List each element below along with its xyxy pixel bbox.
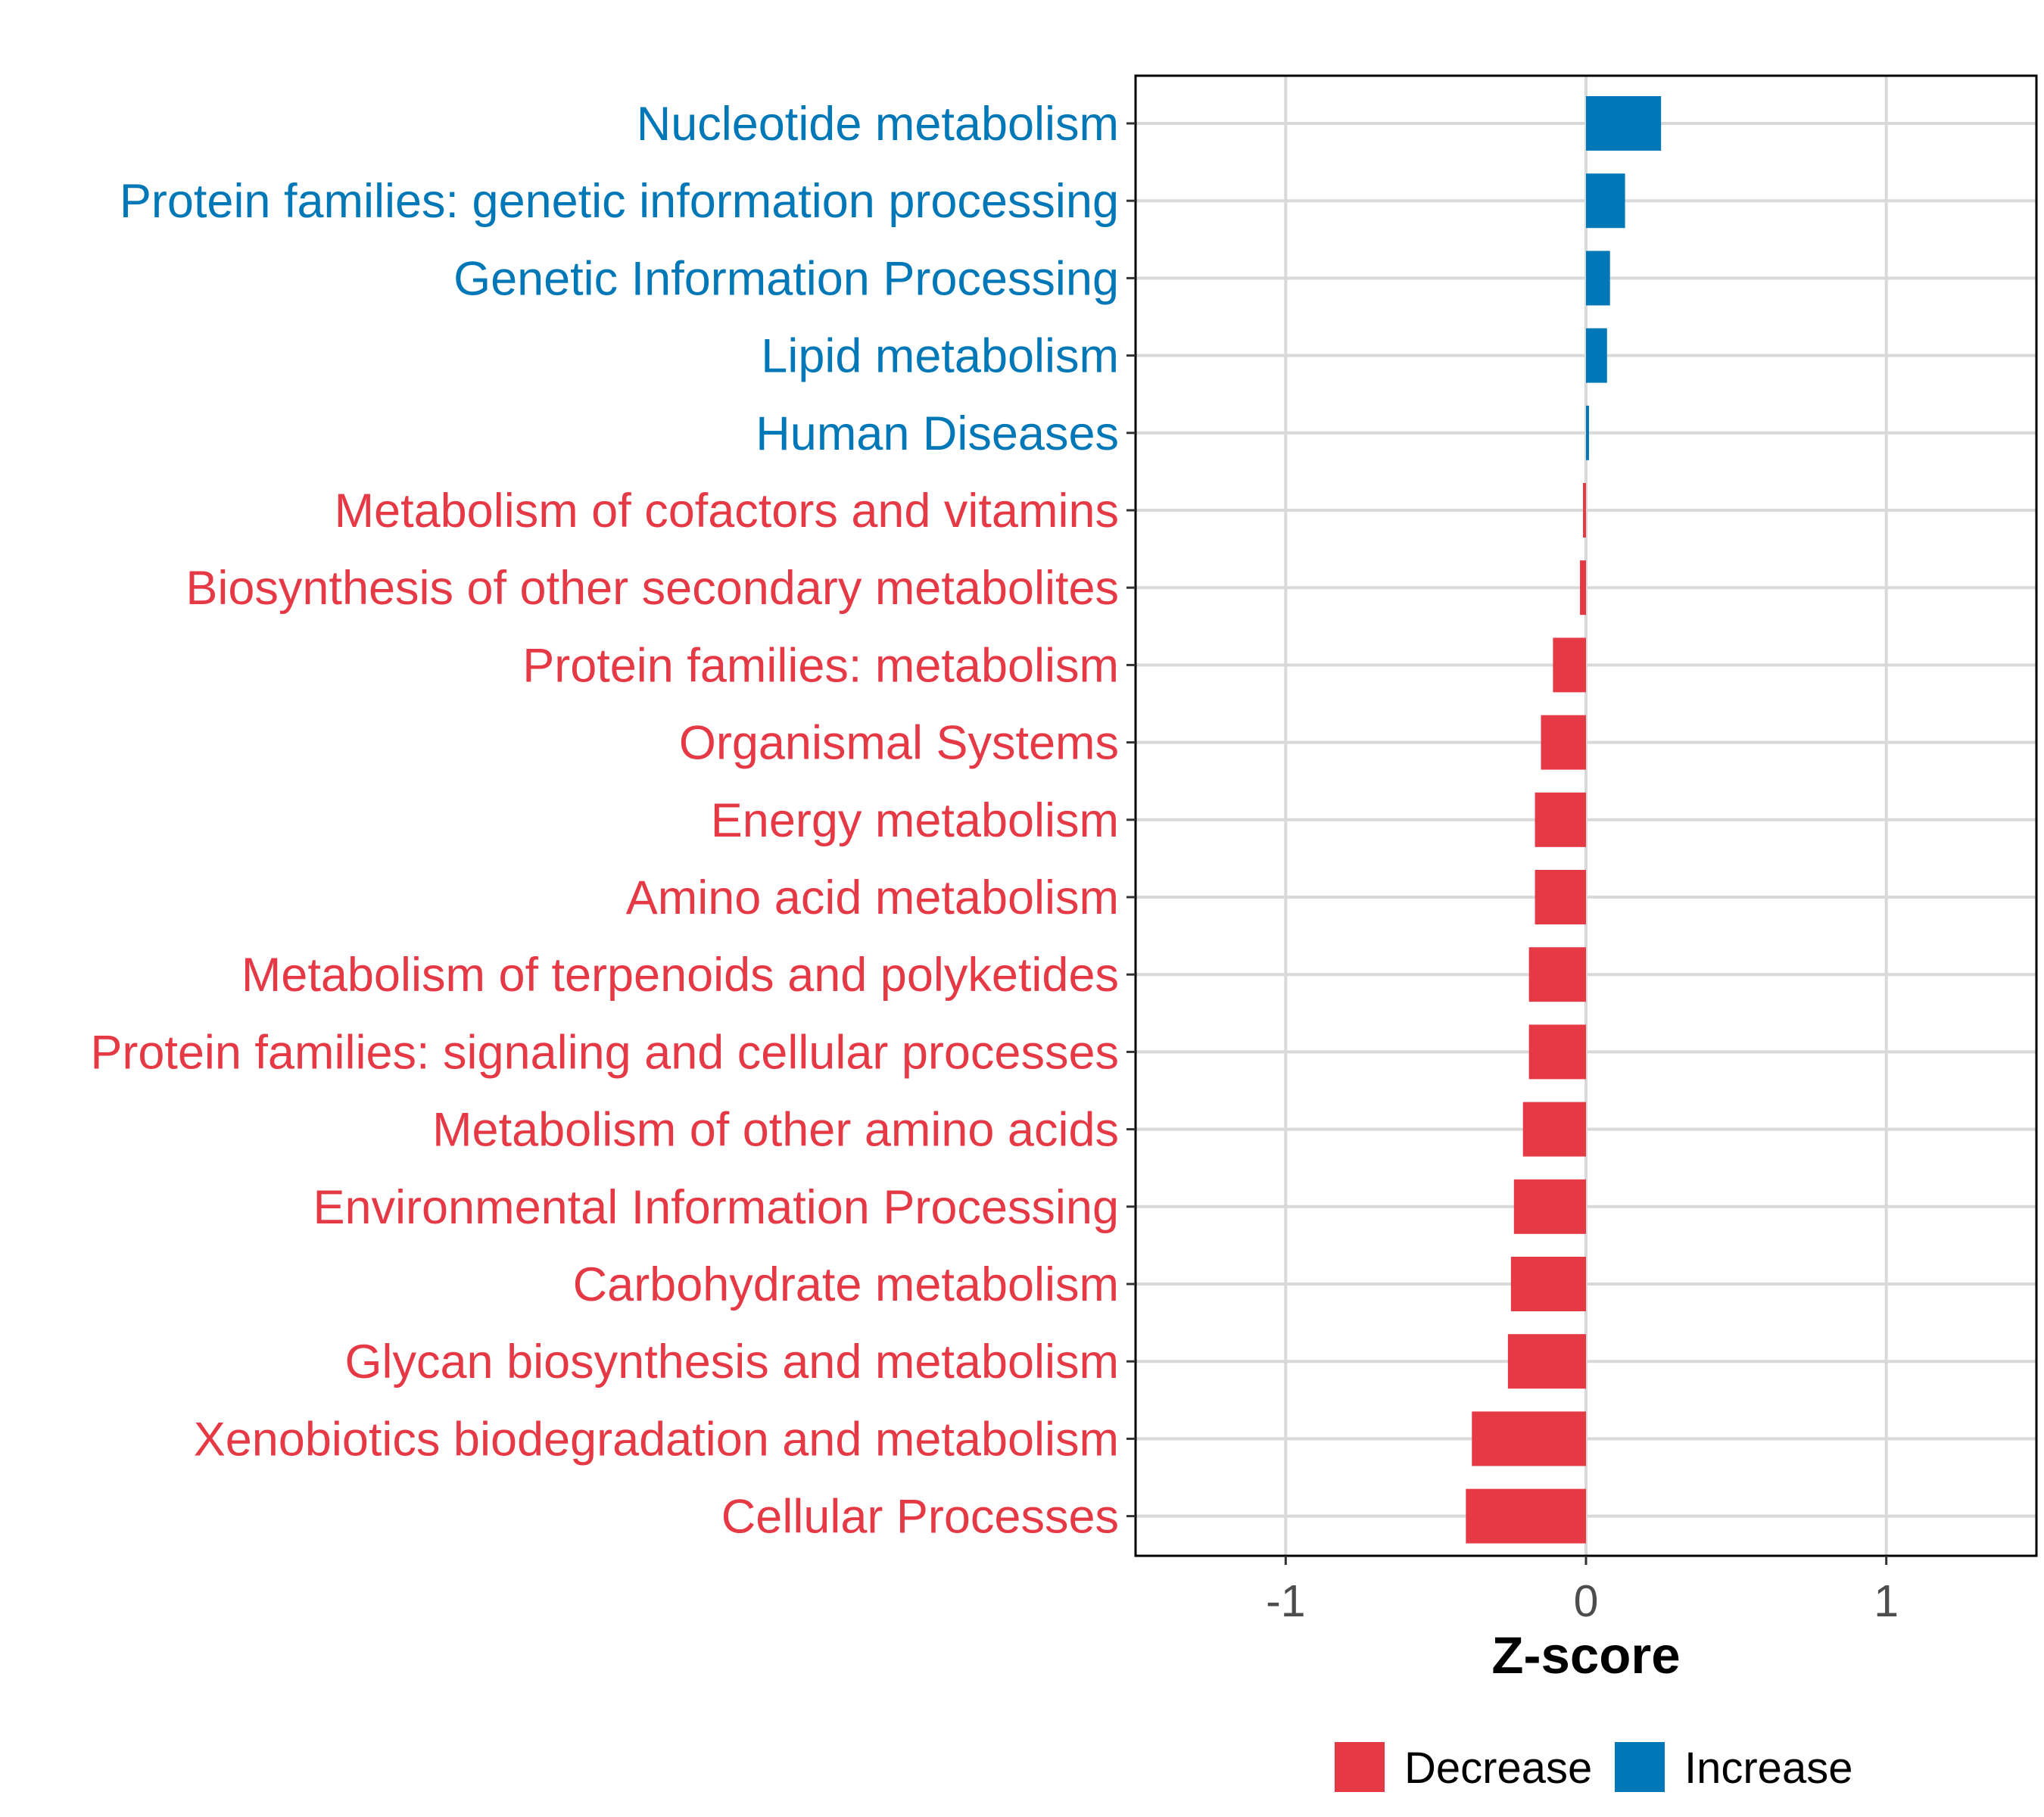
category-label: Metabolism of cofactors and vitamins [335,485,1119,538]
bar [1553,637,1586,693]
x-tick-label: 0 [1574,1576,1599,1626]
category-label: Genetic Information Processing [453,252,1119,305]
category-label: Protein families: signaling and cellular… [90,1026,1119,1079]
category-label: Protein families: metabolism [522,639,1119,692]
legend: Decrease Increase [1335,1742,1852,1793]
category-label: Biosynthesis of other secondary metaboli… [185,562,1119,615]
bar [1586,173,1625,229]
bar [1472,1411,1586,1466]
bar [1580,560,1586,616]
category-labels: Nucleotide metabolism Protein families: g… [90,98,1136,1544]
bar [1541,715,1586,770]
category-label: Lipid metabolism [761,330,1119,383]
category-label: Amino acid metabolism [626,871,1119,924]
bar [1586,251,1610,306]
legend-label-increase: Increase [1684,1744,1852,1793]
category-label: Metabolism of terpenoids and polyketides [241,949,1119,1002]
category-label: Protein families: genetic information pr… [120,175,1119,228]
bar [1522,1102,1586,1157]
x-axis-title: Z-score [1491,1626,1680,1685]
category-label: Glycan biosynthesis and metabolism [345,1335,1120,1388]
legend-key-decrease [1335,1742,1385,1792]
category-label: Organismal Systems [679,717,1119,770]
bar [1507,1334,1586,1389]
bar [1586,96,1662,151]
category-label: Environmental Information Processing [313,1181,1119,1234]
bar [1513,1179,1586,1234]
bar [1528,947,1586,1002]
bar [1510,1257,1586,1311]
category-label: Cellular Processes [721,1491,1119,1544]
legend-label-decrease: Decrease [1404,1744,1592,1793]
bar [1583,483,1586,538]
x-axis-ticks: -1 0 1 [1266,1556,1899,1626]
category-label: Nucleotide metabolism [637,98,1119,151]
bar [1466,1488,1586,1544]
category-label: Human Diseases [756,407,1119,460]
category-label: Carbohydrate metabolism [573,1258,1119,1311]
legend-key-increase [1615,1742,1665,1792]
category-label: Metabolism of other amino acids [432,1104,1119,1157]
bar [1586,328,1607,383]
category-label: Energy metabolism [711,794,1119,847]
bar [1528,1024,1586,1080]
bar [1535,870,1586,924]
bar [1535,792,1586,847]
x-tick-label: -1 [1266,1576,1305,1626]
bars-layer [1466,96,1662,1544]
x-tick-label: 1 [1874,1576,1899,1626]
category-label: Xenobiotics biodegradation and metabolis… [194,1413,1119,1466]
bar [1586,405,1589,460]
